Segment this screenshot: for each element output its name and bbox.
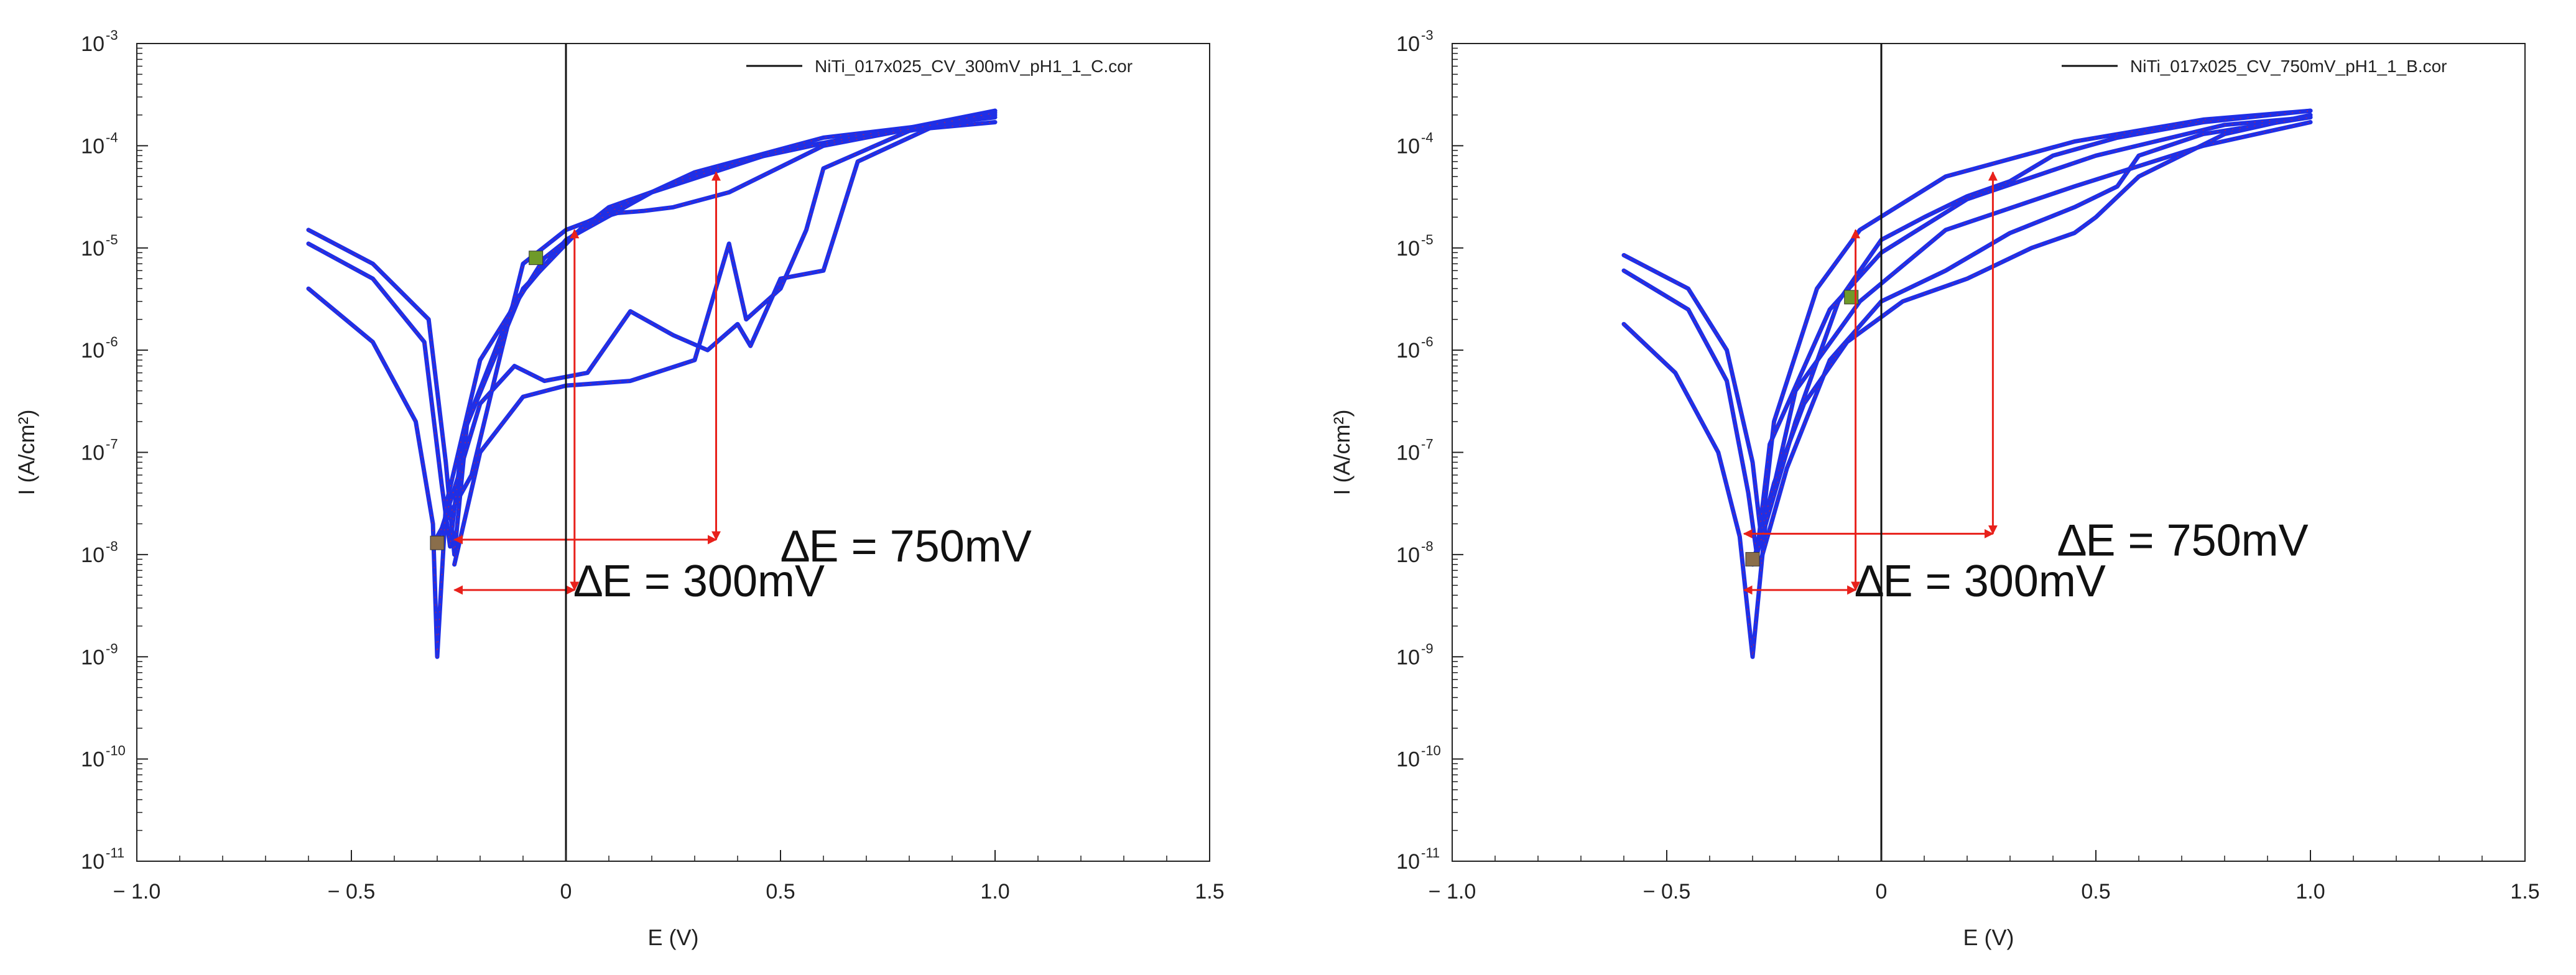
x-tick-label: 1.5 (2510, 880, 2539, 903)
annotation-layer-right (1743, 171, 1998, 595)
series-line-reverse-high (306, 108, 998, 557)
annotation-layer-left (453, 171, 721, 595)
series-core-forward-low (454, 114, 996, 565)
y-tick-exponent: -10 (1421, 743, 1441, 759)
y-tick-exponent: -10 (106, 743, 126, 759)
axes-right: − 1.0− 0.5 0 0.5 1.0 1.510-1110-1010-910-810… (1396, 27, 2539, 903)
plot-frame-left (136, 43, 1210, 862)
y-tick-label: 10 (1396, 850, 1420, 874)
y-tick-label: 10 (81, 850, 104, 874)
legend-entry-left: NiTi_017x025_CV_300mV_pH1_1_C.cor (815, 57, 1133, 76)
series-layer-right (1621, 108, 2313, 659)
series-core-reverse-high (1623, 110, 2311, 537)
annotation-label-750mv-right: ∆E = 750mV (2058, 515, 2308, 565)
y-axis-label-right: I (A/cm²) (1329, 410, 1355, 496)
marker-brown (1745, 552, 1760, 566)
y-tick-label: 10 (81, 339, 104, 363)
y-tick-exponent: -5 (1421, 232, 1434, 247)
x-tick-label: 0 (560, 880, 572, 903)
series-core-forward-mid (437, 112, 996, 537)
y-tick-exponent: -9 (1421, 640, 1434, 656)
y-tick-label: 10 (1396, 237, 1420, 261)
series-line-reverse-low (306, 120, 998, 659)
x-tick-label: − 1.0 (113, 880, 161, 903)
y-tick-label: 10 (81, 748, 104, 772)
series-core-reverse-high (308, 110, 996, 555)
legend-right: NiTi_017x025_CV_750mV_pH1_1_B.cor (2062, 57, 2447, 76)
x-tick-label: 1.0 (980, 880, 1009, 903)
series-core-forward-a (1752, 114, 2311, 565)
axes-left: − 1.0− 0.5 0 0.5 1.0 1.510-1110-1010-910-810… (81, 27, 1224, 903)
y-tick-exponent: -4 (106, 129, 118, 145)
chart-right: − 1.0− 0.5 0 0.5 1.0 1.510-1110-1010-910-810… (1329, 27, 2540, 950)
marker-brown (430, 535, 445, 550)
x-tick-label: 1.0 (2296, 880, 2325, 903)
series-line-forward-a (1750, 113, 2313, 567)
legend-left: NiTi_017x025_CV_300mV_pH1_1_C.cor (746, 57, 1133, 76)
y-tick-label: 10 (1396, 748, 1420, 772)
x-tick-label: − 1.0 (1429, 880, 1476, 903)
series-core-forward-peak (437, 110, 996, 543)
x-tick-label: − 0.5 (1643, 880, 1691, 903)
series-layer-left (306, 108, 998, 659)
series-line-forward-low (452, 113, 998, 567)
series-line-reverse-mid (306, 115, 998, 549)
x-tick-label: 0.5 (766, 880, 795, 903)
y-tick-exponent: -5 (106, 232, 118, 247)
y-tick-label: 10 (1396, 134, 1420, 158)
y-tick-label: 10 (1396, 441, 1420, 465)
y-tick-label: 10 (1396, 32, 1420, 56)
y-tick-exponent: -8 (106, 538, 118, 554)
y-tick-exponent: -3 (106, 27, 118, 43)
y-tick-label: 10 (81, 134, 104, 158)
y-tick-exponent: -11 (106, 845, 124, 861)
y-tick-exponent: -9 (106, 640, 118, 656)
y-tick-exponent: -6 (106, 334, 118, 349)
legend-entry-right: NiTi_017x025_CV_750mV_pH1_1_B.cor (2130, 57, 2447, 76)
series-line-forward-c (1754, 108, 2313, 557)
y-tick-label: 10 (1396, 339, 1420, 363)
series-line-forward-b (1759, 115, 2313, 561)
series-line-reverse-high (1621, 108, 2313, 539)
y-tick-exponent: -11 (1421, 845, 1440, 861)
y-tick-label: 10 (1396, 645, 1420, 669)
marker-green (529, 251, 544, 266)
x-tick-label: 0 (1876, 880, 1888, 903)
y-tick-exponent: -6 (1421, 334, 1434, 349)
series-core-reverse-mid (308, 117, 996, 547)
y-tick-label: 10 (81, 237, 104, 261)
y-tick-exponent: -7 (1421, 437, 1434, 452)
y-tick-label: 10 (81, 543, 104, 567)
series-core-forward-b (1761, 117, 2311, 560)
y-tick-exponent: -7 (106, 437, 118, 452)
x-tick-label: 1.5 (1195, 880, 1224, 903)
x-axis-label-right: E (V) (1963, 925, 2014, 950)
y-axis-label-left: I (A/cm²) (14, 410, 39, 496)
y-tick-label: 10 (81, 645, 104, 669)
y-tick-label: 10 (1396, 543, 1420, 567)
y-tick-exponent: -4 (1421, 129, 1434, 145)
chart-left: − 1.0− 0.5 0 0.5 1.0 1.510-1110-1010-910-810… (14, 27, 1225, 950)
series-line-reverse-low (1621, 120, 2313, 659)
y-tick-exponent: -8 (1421, 538, 1434, 554)
annotation-label-300mv-right: ∆E = 300mV (1856, 557, 2106, 606)
y-tick-label: 10 (81, 441, 104, 465)
y-tick-label: 10 (81, 32, 104, 56)
x-axis-label-left: E (V) (647, 925, 698, 950)
x-tick-label: 0.5 (2081, 880, 2110, 903)
annotation-label-300mv-left: ∆E = 300mV (575, 557, 825, 606)
x-tick-label: − 0.5 (328, 880, 376, 903)
y-tick-exponent: -3 (1421, 27, 1434, 43)
series-core-reverse-mid (1623, 117, 2311, 555)
annotation-label-750mv-left: ∆E = 750mV (782, 522, 1032, 571)
